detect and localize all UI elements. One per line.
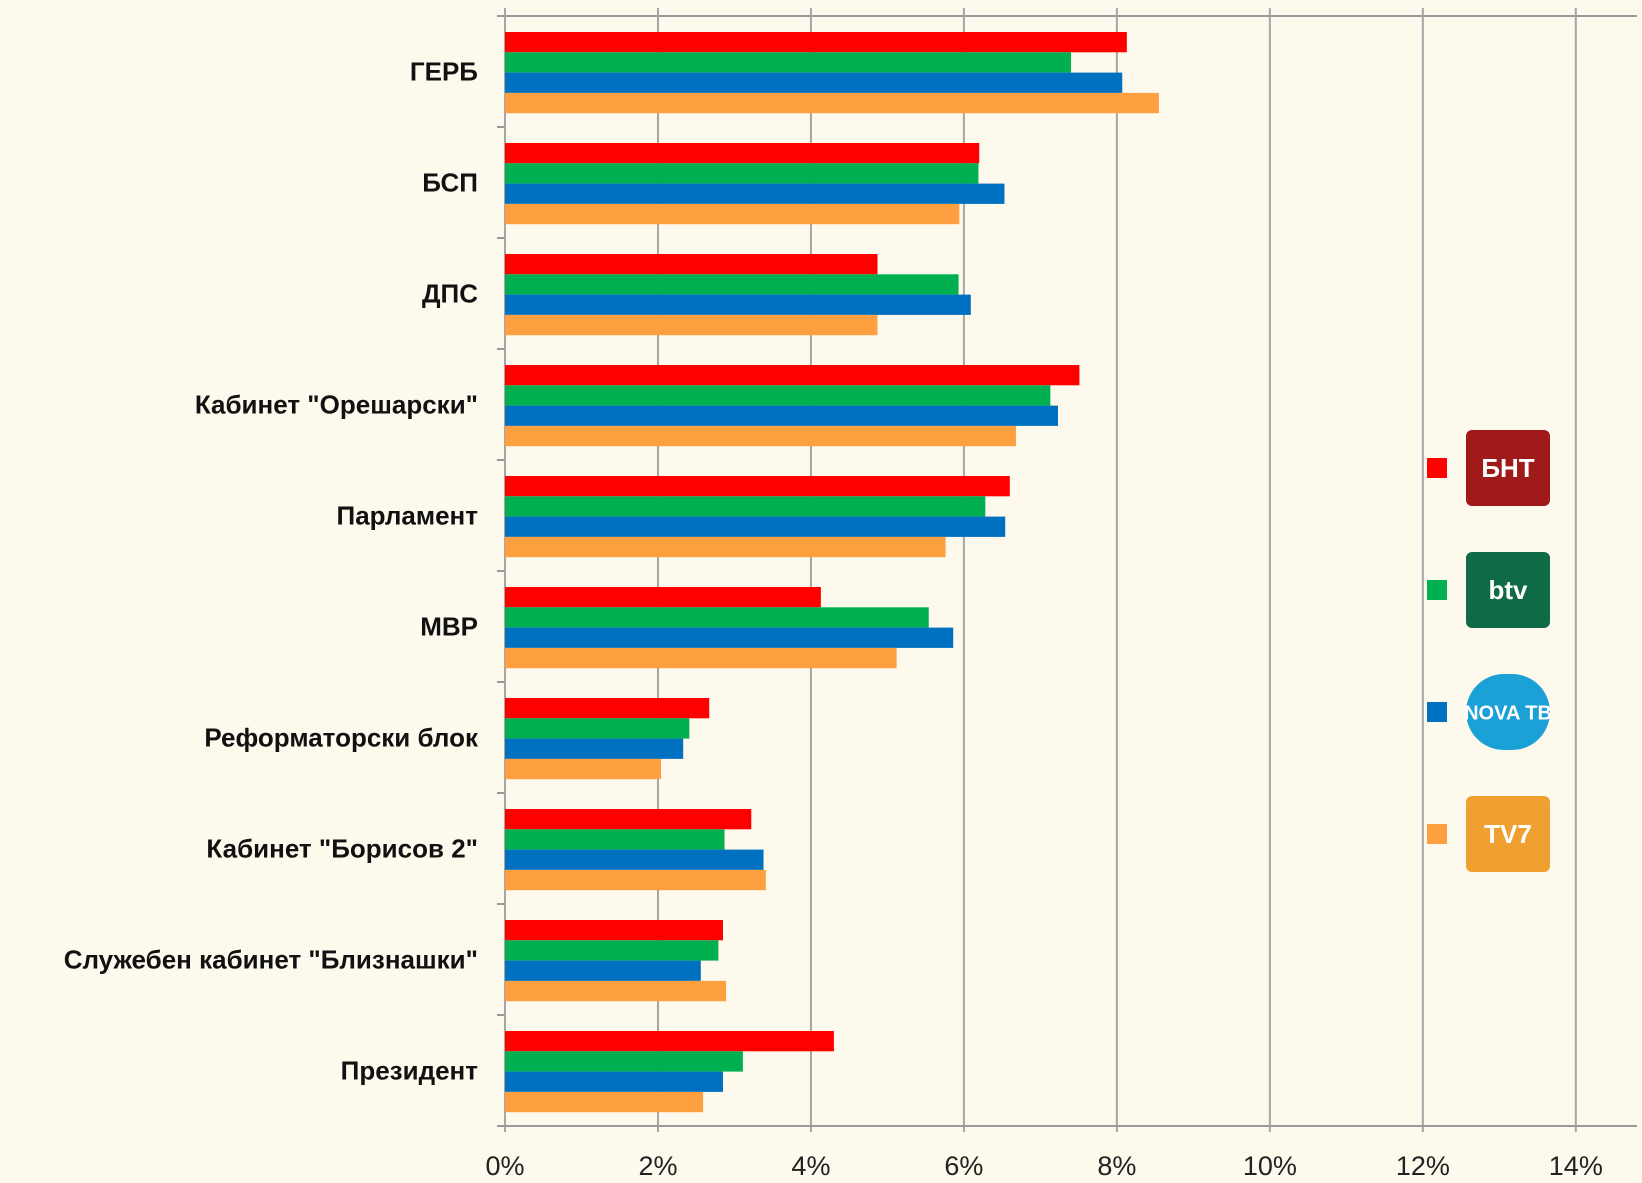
x-tick-label: 6% (944, 1151, 983, 1181)
legend-label: btv (1489, 575, 1529, 605)
bar (505, 809, 752, 830)
bar (505, 496, 986, 517)
bar (505, 163, 979, 184)
bar (505, 72, 1123, 93)
legend-logo (1466, 674, 1550, 750)
bar (505, 1051, 743, 1072)
legend-logo (1466, 552, 1550, 628)
bar (505, 587, 821, 608)
bar (505, 274, 959, 295)
bar (505, 254, 878, 275)
bar (505, 92, 1159, 114)
bar (505, 516, 1006, 537)
y-tick-label: ГЕРБ (410, 56, 478, 86)
legend-label: TV7 (1484, 819, 1532, 849)
bar (505, 32, 1127, 53)
y-tick-label: МВР (420, 611, 478, 641)
y-tick-label: ДПС (422, 278, 478, 308)
x-tick-label: 2% (638, 1151, 677, 1181)
bar (505, 647, 897, 669)
legend-logo (1466, 796, 1550, 872)
bar (505, 314, 878, 336)
bar (505, 365, 1080, 386)
bar (505, 960, 701, 981)
legend-swatch (1427, 458, 1447, 478)
x-tick-label: 10% (1243, 1151, 1297, 1181)
bar (505, 52, 1071, 73)
x-tick-label: 0% (485, 1151, 524, 1181)
legend-label: БНТ (1481, 453, 1534, 483)
bar (505, 920, 723, 941)
y-tick-label: Служебен кабинет "Близнашки" (64, 944, 478, 974)
bar (505, 476, 1010, 497)
bar (505, 869, 766, 891)
bar (505, 627, 954, 648)
bar (505, 405, 1058, 426)
y-tick-label: БСП (422, 167, 478, 197)
y-tick-label: Реформаторски блок (204, 722, 479, 752)
bar (505, 980, 727, 1002)
bar (505, 143, 980, 164)
bar (505, 607, 929, 628)
bar (505, 1071, 723, 1092)
bar (505, 183, 1005, 204)
bar (505, 718, 690, 739)
bar (505, 738, 684, 759)
x-tick-label: 4% (791, 1151, 830, 1181)
legend-label: NOVA ТВ (1464, 702, 1552, 724)
x-tick-label: 14% (1549, 1151, 1603, 1181)
x-tick-label: 8% (1097, 1151, 1136, 1181)
bar (505, 536, 946, 558)
legend-logo (1466, 430, 1550, 506)
y-tick-label: Парламент (337, 500, 479, 530)
bar (505, 698, 710, 719)
y-tick-label: Кабинет "Орешарски" (195, 389, 478, 419)
y-tick-label: Кабинет "Борисов 2" (206, 833, 478, 863)
bar (505, 758, 662, 780)
bar (505, 203, 960, 225)
bar (505, 1091, 704, 1113)
bar (505, 849, 764, 870)
legend-swatch (1427, 702, 1447, 722)
bar (505, 829, 725, 850)
bar (505, 1031, 834, 1052)
bar (505, 940, 719, 961)
x-tick-label: 12% (1396, 1151, 1450, 1181)
legend-swatch (1427, 580, 1447, 600)
legend-swatch (1427, 824, 1447, 844)
y-tick-label: Президент (341, 1055, 479, 1085)
bar (505, 425, 1016, 447)
bar (505, 294, 971, 315)
bar (505, 385, 1051, 406)
